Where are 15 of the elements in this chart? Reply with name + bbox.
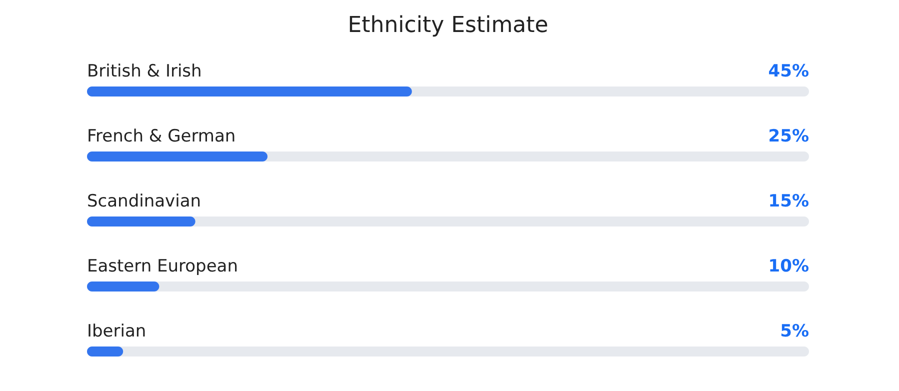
data-label: 45% xyxy=(768,62,809,82)
y-tick-label: French & German xyxy=(87,126,236,146)
y-tick-label: Iberian xyxy=(87,322,146,342)
data-label: 15% xyxy=(768,192,809,212)
bar xyxy=(87,282,160,292)
data-label: 25% xyxy=(768,126,809,146)
bar xyxy=(87,152,268,162)
y-tick-label: Scandinavian xyxy=(87,192,202,212)
y-tick-label: Eastern European xyxy=(87,256,238,276)
y-tick-label: British & Irish xyxy=(87,62,202,82)
data-label: 5% xyxy=(780,322,809,342)
data-label: 10% xyxy=(768,256,809,276)
bar xyxy=(87,346,124,356)
chart-title: Ethnicity Estimate xyxy=(348,13,548,38)
bar xyxy=(87,216,196,226)
